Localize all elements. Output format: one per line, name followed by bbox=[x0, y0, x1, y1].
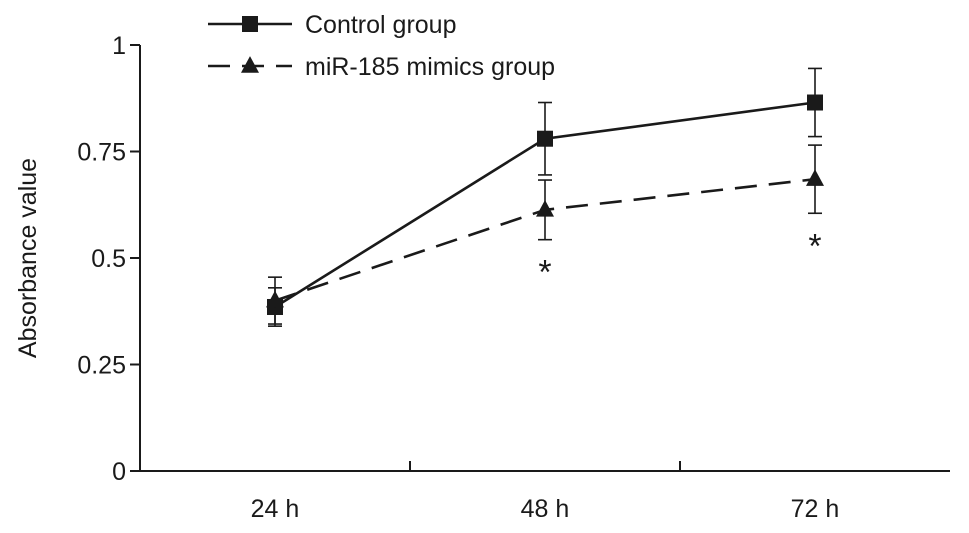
legend-marker bbox=[241, 56, 259, 73]
data-point bbox=[536, 199, 554, 217]
series-layer bbox=[266, 67, 824, 327]
y-tick-label: 0.75 bbox=[77, 139, 126, 167]
y-tick-label: 0.5 bbox=[91, 245, 126, 273]
data-point bbox=[806, 169, 824, 186]
y-tick-label: 0.25 bbox=[77, 352, 126, 380]
x-tick-label: 72 h bbox=[791, 495, 840, 523]
x-tick-label: 48 h bbox=[521, 495, 570, 523]
series-control bbox=[267, 67, 823, 327]
series-mimics bbox=[266, 144, 824, 325]
data-point bbox=[537, 130, 553, 147]
x-tick-label: 24 h bbox=[251, 495, 300, 523]
legend-marker bbox=[242, 16, 258, 32]
y-tick-label: 0 bbox=[112, 458, 126, 486]
axes: 0 0.25 0.5 0.75 1 24 h 48 h 72 h bbox=[77, 32, 950, 523]
y-tick-label: 1 bbox=[112, 32, 126, 60]
legend-label: miR-185 mimics group bbox=[305, 53, 555, 81]
significance-mark: * bbox=[538, 254, 551, 292]
annotations: ** bbox=[538, 227, 821, 291]
legend-item: miR-185 mimics group bbox=[208, 53, 555, 81]
legend: Control group miR-185 mimics group bbox=[208, 11, 555, 81]
y-axis-title: Absorbance value bbox=[14, 158, 42, 358]
legend-item: Control group bbox=[208, 11, 456, 39]
legend-label: Control group bbox=[305, 11, 456, 39]
significance-mark: * bbox=[808, 227, 821, 265]
data-point bbox=[266, 290, 284, 308]
data-point bbox=[807, 94, 823, 111]
